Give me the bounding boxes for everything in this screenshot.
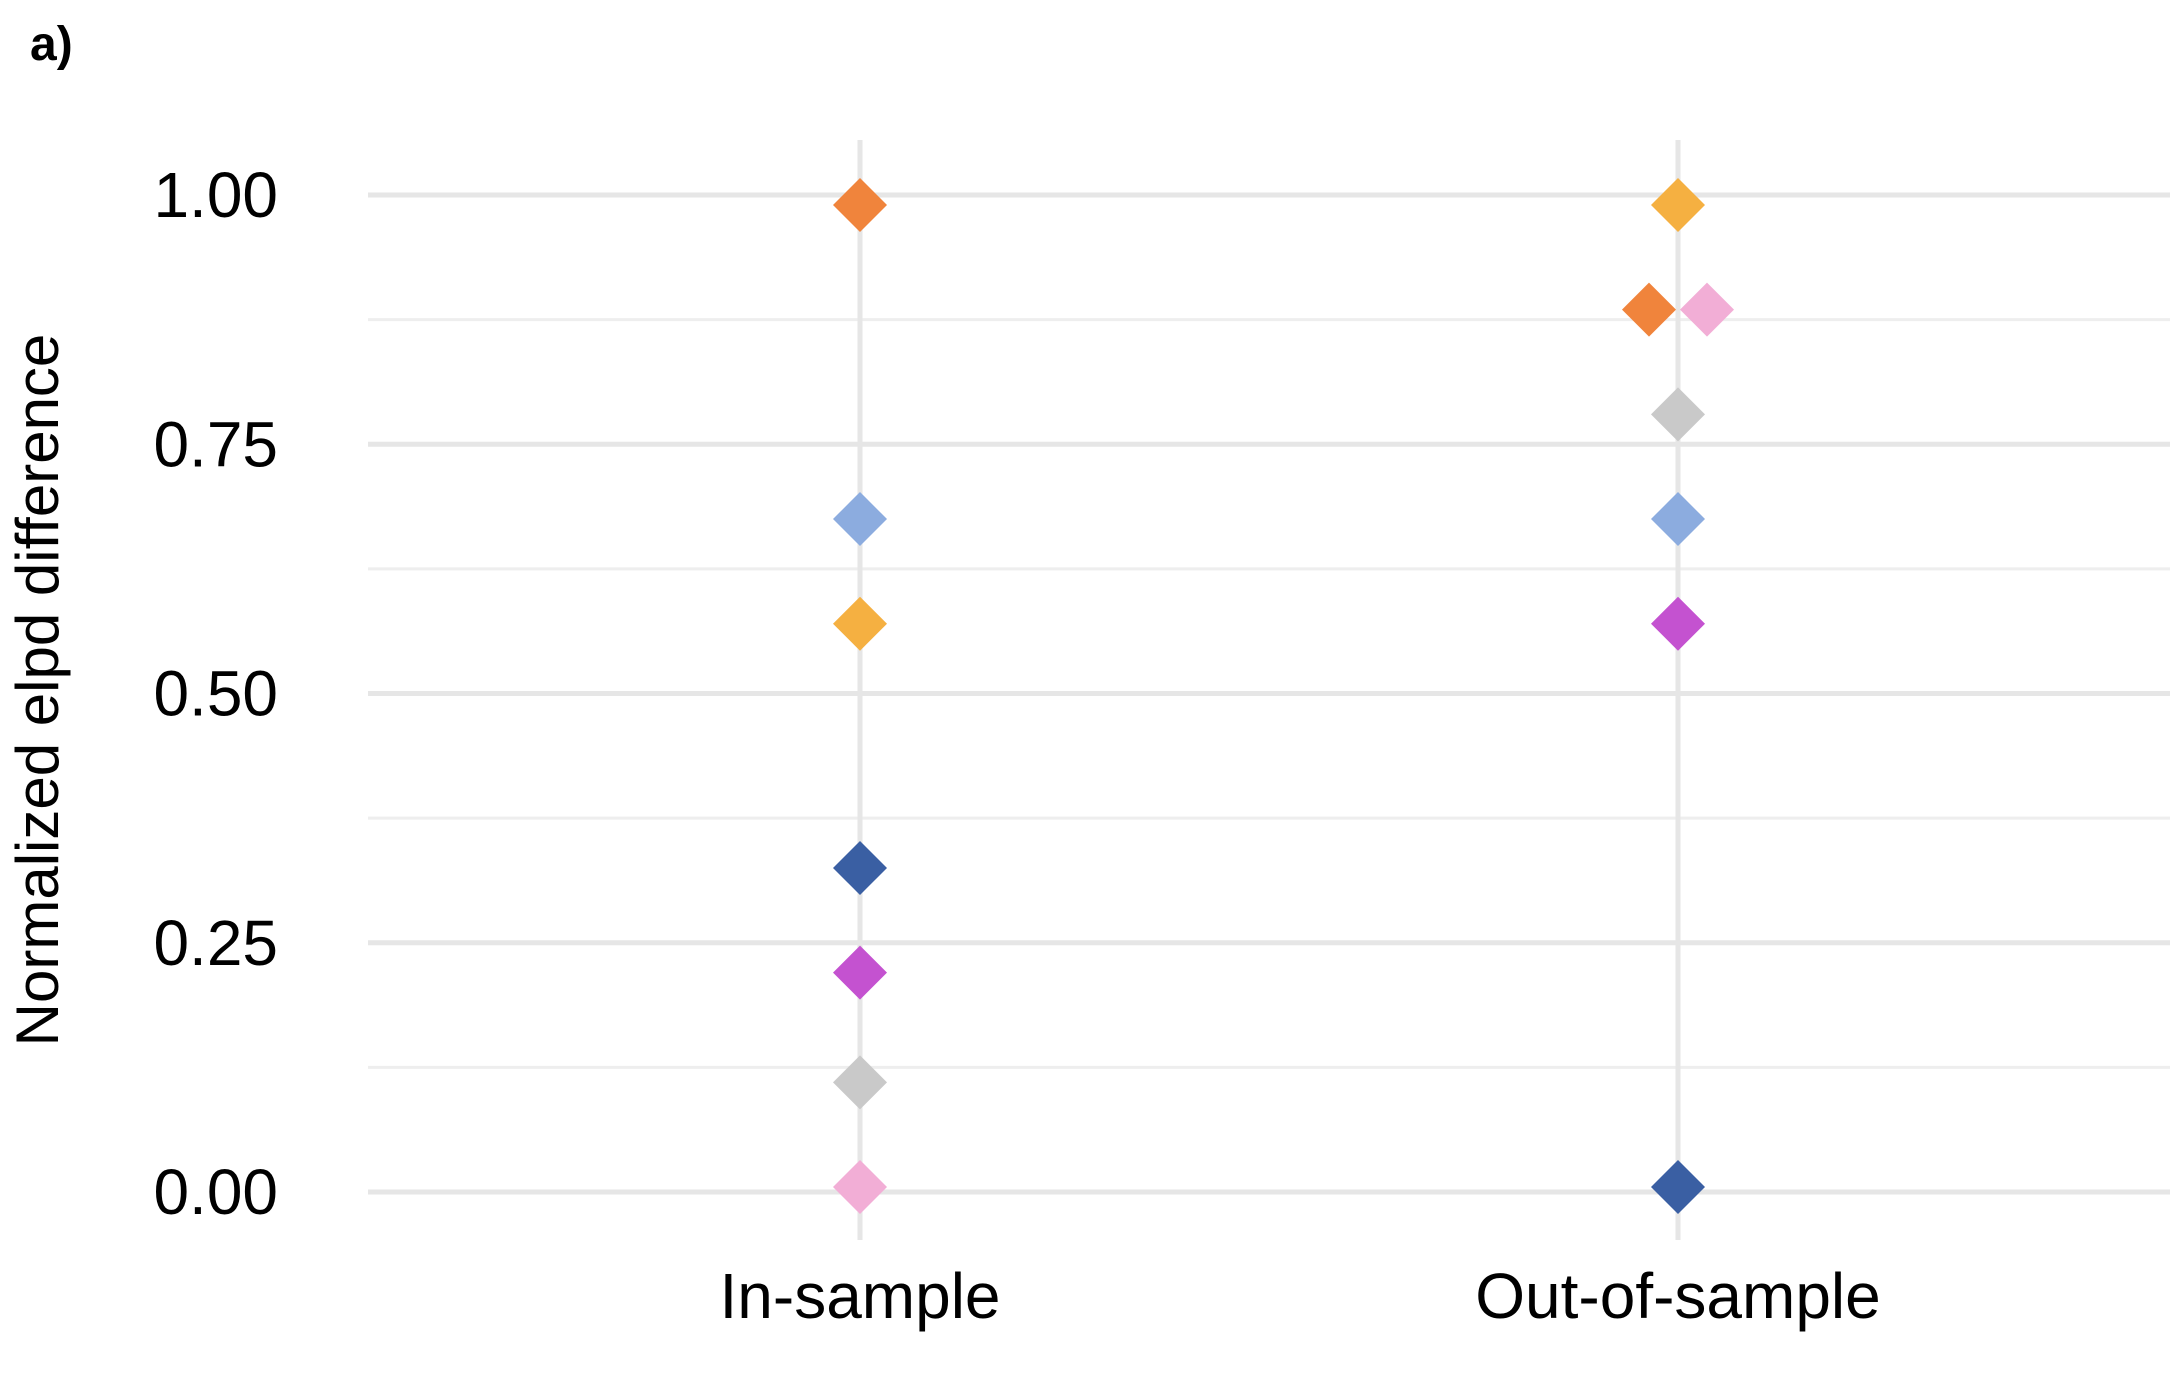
y-tick-label: 0.50	[153, 658, 278, 730]
data-point-diamond	[833, 1055, 887, 1110]
data-point-diamond	[1680, 282, 1734, 337]
x-axis-ticks: In-sample Out-of-sample	[720, 1260, 1881, 1332]
data-point-diamond	[833, 840, 887, 895]
data-point-diamond	[1651, 1160, 1705, 1215]
x-tick-label: In-sample	[720, 1260, 1001, 1332]
data-point-diamond	[1651, 596, 1705, 651]
data-point-diamond	[833, 492, 887, 547]
data-point-diamond	[833, 1160, 887, 1215]
data-points	[833, 177, 1734, 1215]
x-tick-label: Out-of-sample	[1475, 1260, 1880, 1332]
y-axis-ticks: 0.00 0.25 0.50 0.75 1.00	[153, 159, 278, 1228]
y-tick-label: 0.00	[153, 1156, 278, 1228]
y-axis-title: Normalized elpd difference	[4, 334, 71, 1047]
y-tick-label: 1.00	[153, 159, 278, 231]
y-tick-label: 0.75	[153, 408, 278, 480]
data-point-diamond	[1651, 492, 1705, 547]
data-point-diamond	[1651, 387, 1705, 442]
data-point-diamond	[833, 177, 887, 232]
data-point-diamond	[833, 596, 887, 651]
data-point-diamond	[833, 945, 887, 1000]
data-point-diamond	[1622, 282, 1676, 337]
panel-label: a)	[30, 18, 73, 71]
grid	[368, 140, 2170, 1240]
data-point-diamond	[1651, 177, 1705, 232]
y-tick-label: 0.25	[153, 907, 278, 979]
